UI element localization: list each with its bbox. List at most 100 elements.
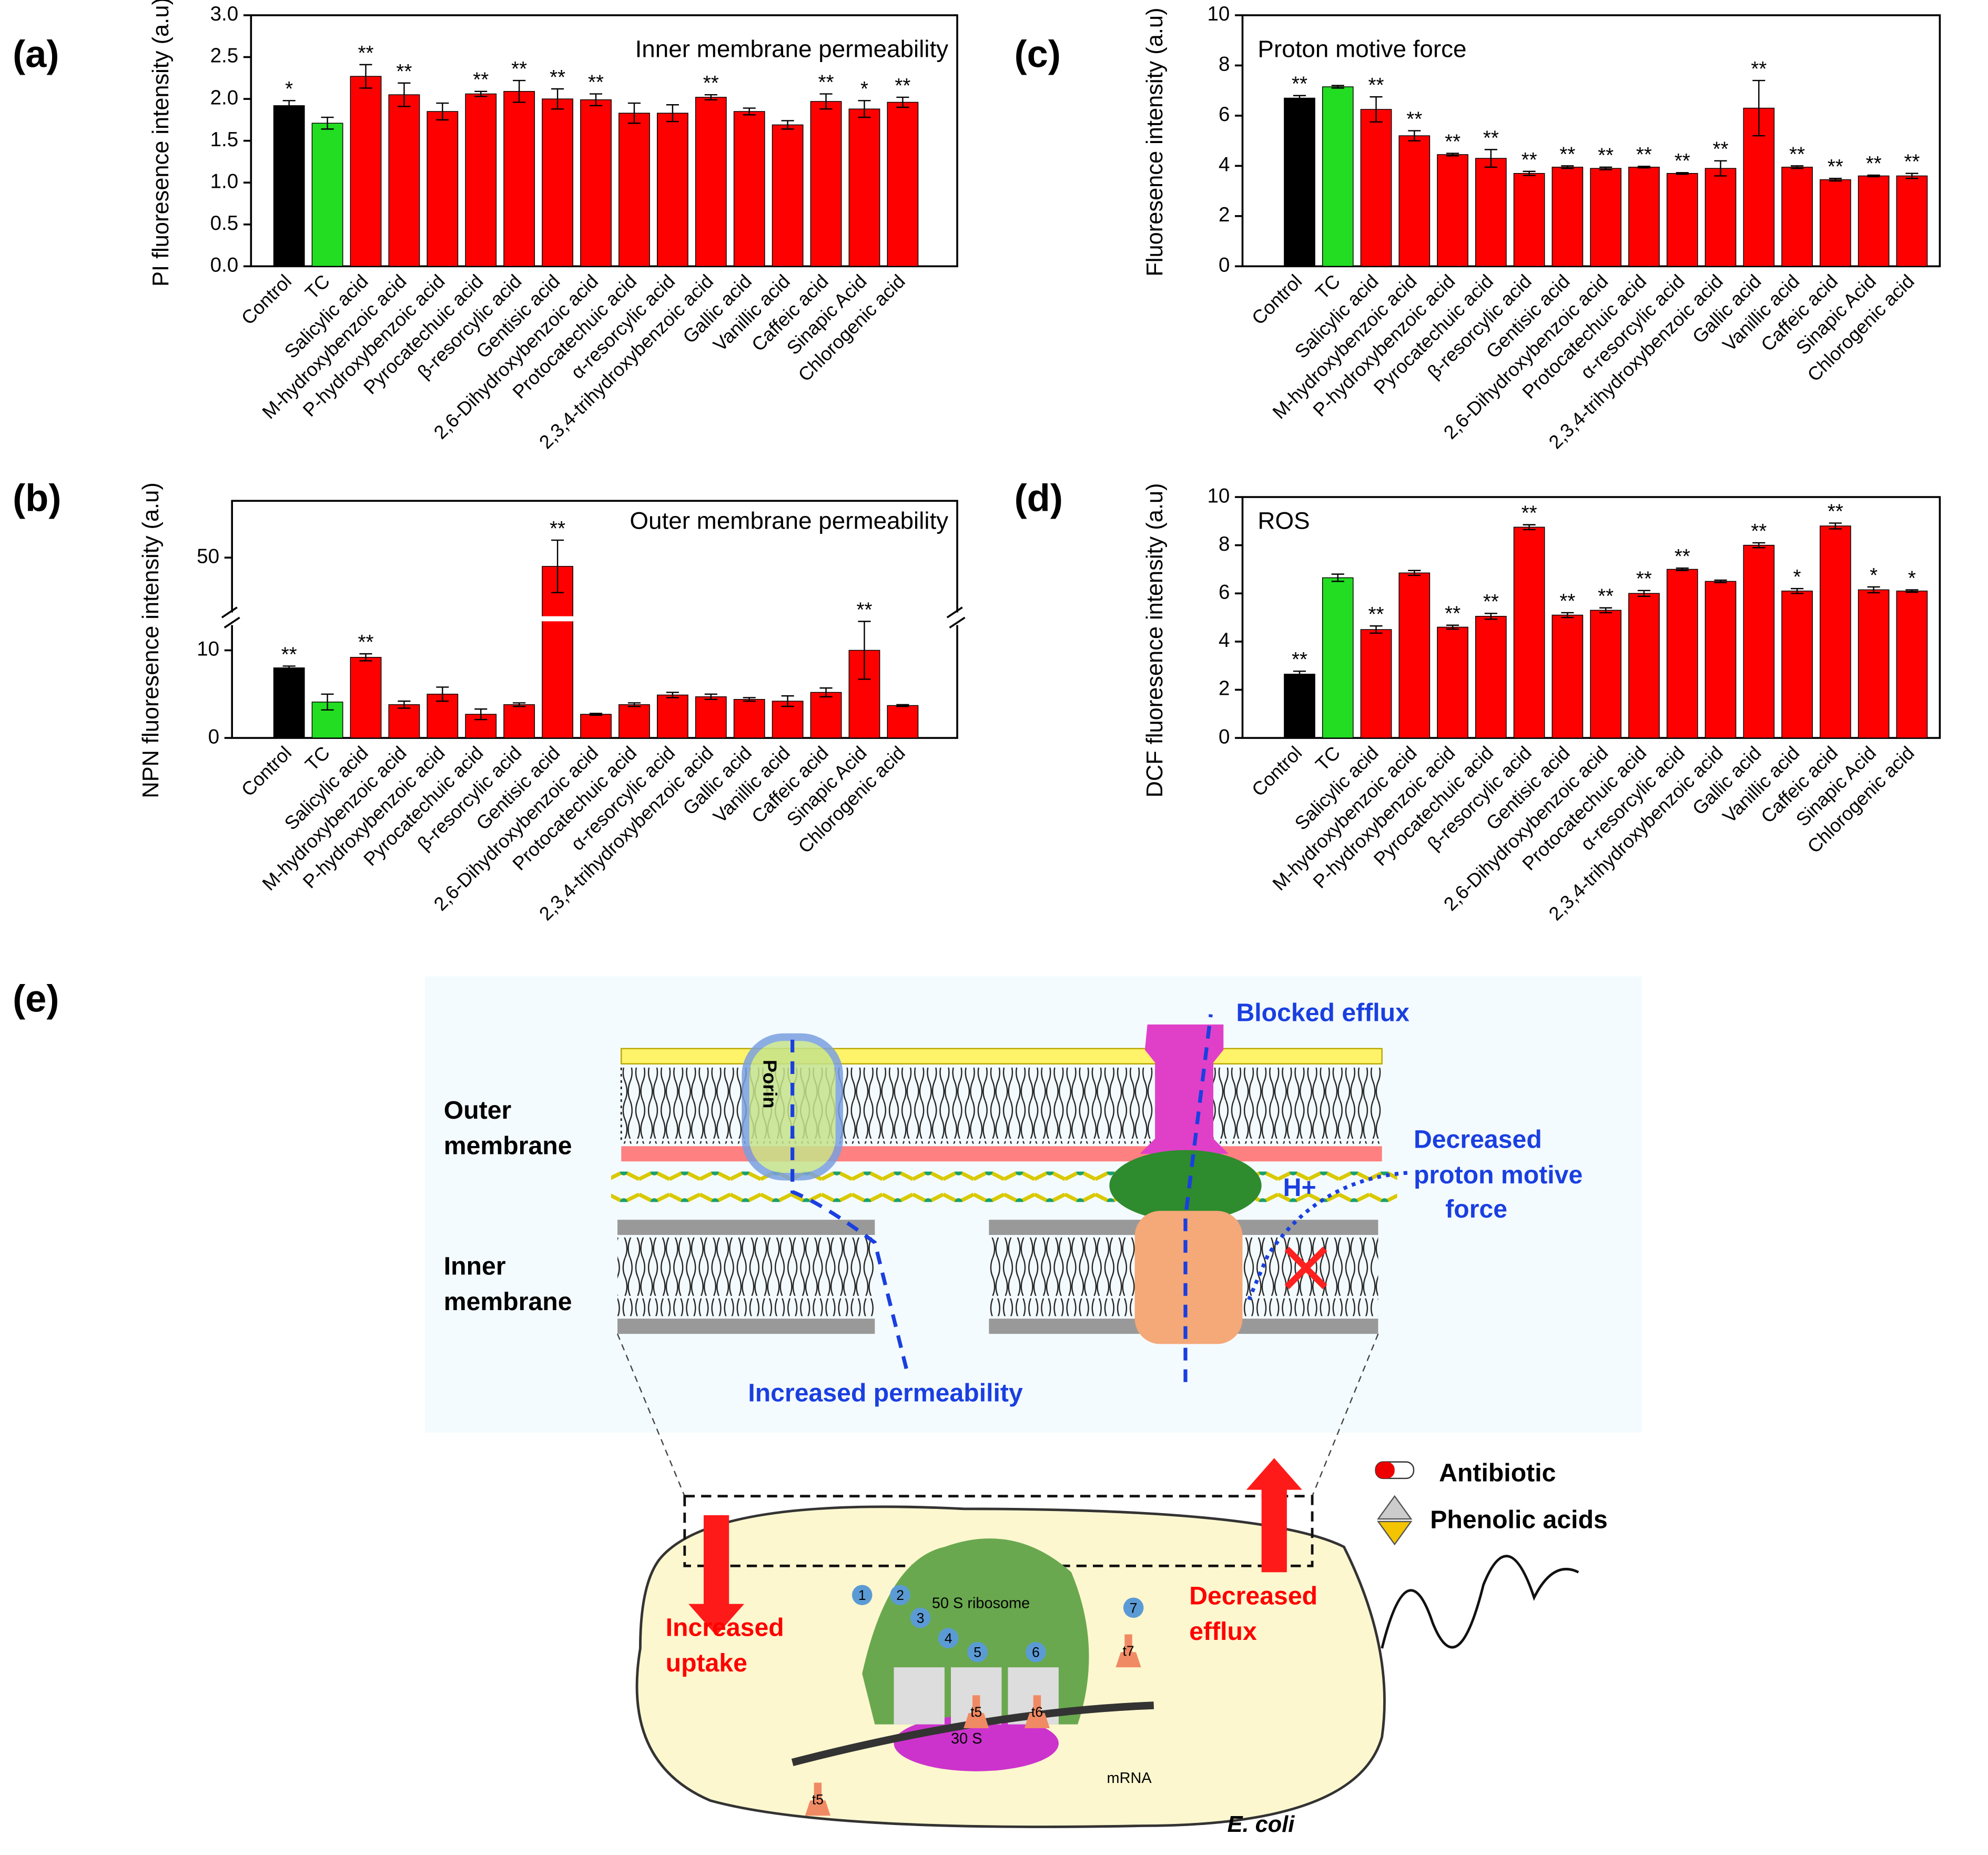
bar [1666,173,1698,267]
bar [542,98,574,267]
error-bar [513,702,526,707]
error-bar [1867,174,1880,178]
error-bar [1637,590,1651,597]
bar [810,692,842,738]
error-bar [1370,96,1383,123]
chart: (c) Proton motive force Fluoresence intens… [1015,3,1941,453]
x-tick-label: Control [1247,742,1306,800]
y-tick-label: 0.0 [210,254,239,277]
outer-lipid-tails [621,1067,1382,1144]
y-axis-label: NPN fluoresence intensity (a.u) [138,482,164,798]
error-bar [1829,178,1842,182]
outer-heads [621,1048,1383,1065]
bar [1437,626,1468,738]
significance-label: ** [1828,156,1843,178]
trna [1115,1634,1141,1668]
bar [1360,109,1392,267]
y-tick-label: 4 [1219,154,1230,176]
inner-heads-top [617,1220,1378,1235]
bar [580,714,612,738]
bar [695,696,727,738]
site-marker [938,1628,959,1648]
bar [887,102,919,267]
x-tick-label: Control [1247,270,1306,329]
error-bar [551,88,564,110]
y-tick-label: 10 [1207,3,1230,25]
membrane-pore [875,1214,989,1342]
error-bar [781,120,794,130]
error-bar [1523,170,1536,176]
y-tick-label: 50 [197,545,219,567]
significance-label: ** [1483,127,1499,149]
error-bar [1293,95,1306,102]
chart-title: Inner membrane permeability [635,36,949,63]
y-tick-label: 1.5 [210,128,239,151]
trna [963,1695,989,1728]
error-bar [398,700,411,709]
bar [772,124,804,267]
panel-label: (e) [13,978,59,1020]
error-bar [1752,542,1766,549]
bar [1781,590,1813,738]
bar [580,99,612,267]
significance-label: * [1908,567,1916,590]
bar [388,94,420,267]
bar [427,111,459,267]
site-marker [852,1585,873,1606]
bar [542,566,574,738]
bar [848,108,880,267]
error-bar [1637,166,1651,169]
trna-label: t5 [970,1704,982,1720]
chart: (a) Inner membrane permeability PI fluores… [13,0,958,453]
uptake-arrow [688,1515,745,1636]
y-tick-label: 10 [1207,484,1230,507]
bar [733,699,765,738]
site-number: 1 [858,1587,866,1603]
efflux-label: efflux [1189,1617,1257,1646]
significance-label: * [1870,564,1878,587]
inner-lipid-tails [617,1237,1378,1316]
bar [733,111,765,267]
error-bar [781,695,794,707]
bar [465,93,497,267]
site-number: 6 [1032,1645,1040,1660]
y-tick-label: 3.0 [210,3,239,25]
bar [1475,158,1507,267]
error-bar [1829,522,1842,530]
uptake-path [790,1039,909,1370]
error-bar [819,93,833,110]
chart: (d) ROS DCF fluoresence intensity (a.u) 0 2 4… [1015,477,1941,925]
panel-label: (a) [13,34,59,76]
bar [1551,167,1584,267]
error-bar [743,697,756,702]
error-bar [551,539,564,593]
error-bar [1714,579,1727,583]
trna-label: t6 [1031,1704,1043,1720]
bar [656,694,688,738]
legend-label: Phenolic acids [1430,1506,1608,1534]
error-bar [1331,573,1344,582]
significance-label: ** [895,75,910,97]
proton-label: H+ [1283,1173,1316,1202]
significance-label: ** [1522,502,1537,525]
y-tick-label: 8 [1219,533,1230,555]
significance-label: ** [1712,138,1728,161]
significance-label: ** [1368,74,1384,97]
antibiotic-icon [1375,1462,1395,1478]
site-marker [1026,1641,1046,1663]
outer-membrane-label: membrane [444,1131,572,1160]
y-tick-label: 0 [208,725,219,748]
error-bar [1790,587,1804,594]
y-tick-label: 4 [1219,629,1230,652]
peptidoglycan [611,1171,1397,1202]
bar [1743,544,1775,738]
inner-membrane-label: membrane [444,1288,572,1316]
bar [1858,175,1890,267]
pmf-label: force [1445,1195,1507,1223]
bar [810,101,842,267]
significance-label: ** [818,71,834,94]
error-bar [896,96,909,108]
block-cross [1284,1246,1327,1290]
site-marker [910,1607,931,1628]
bar [1284,673,1315,738]
